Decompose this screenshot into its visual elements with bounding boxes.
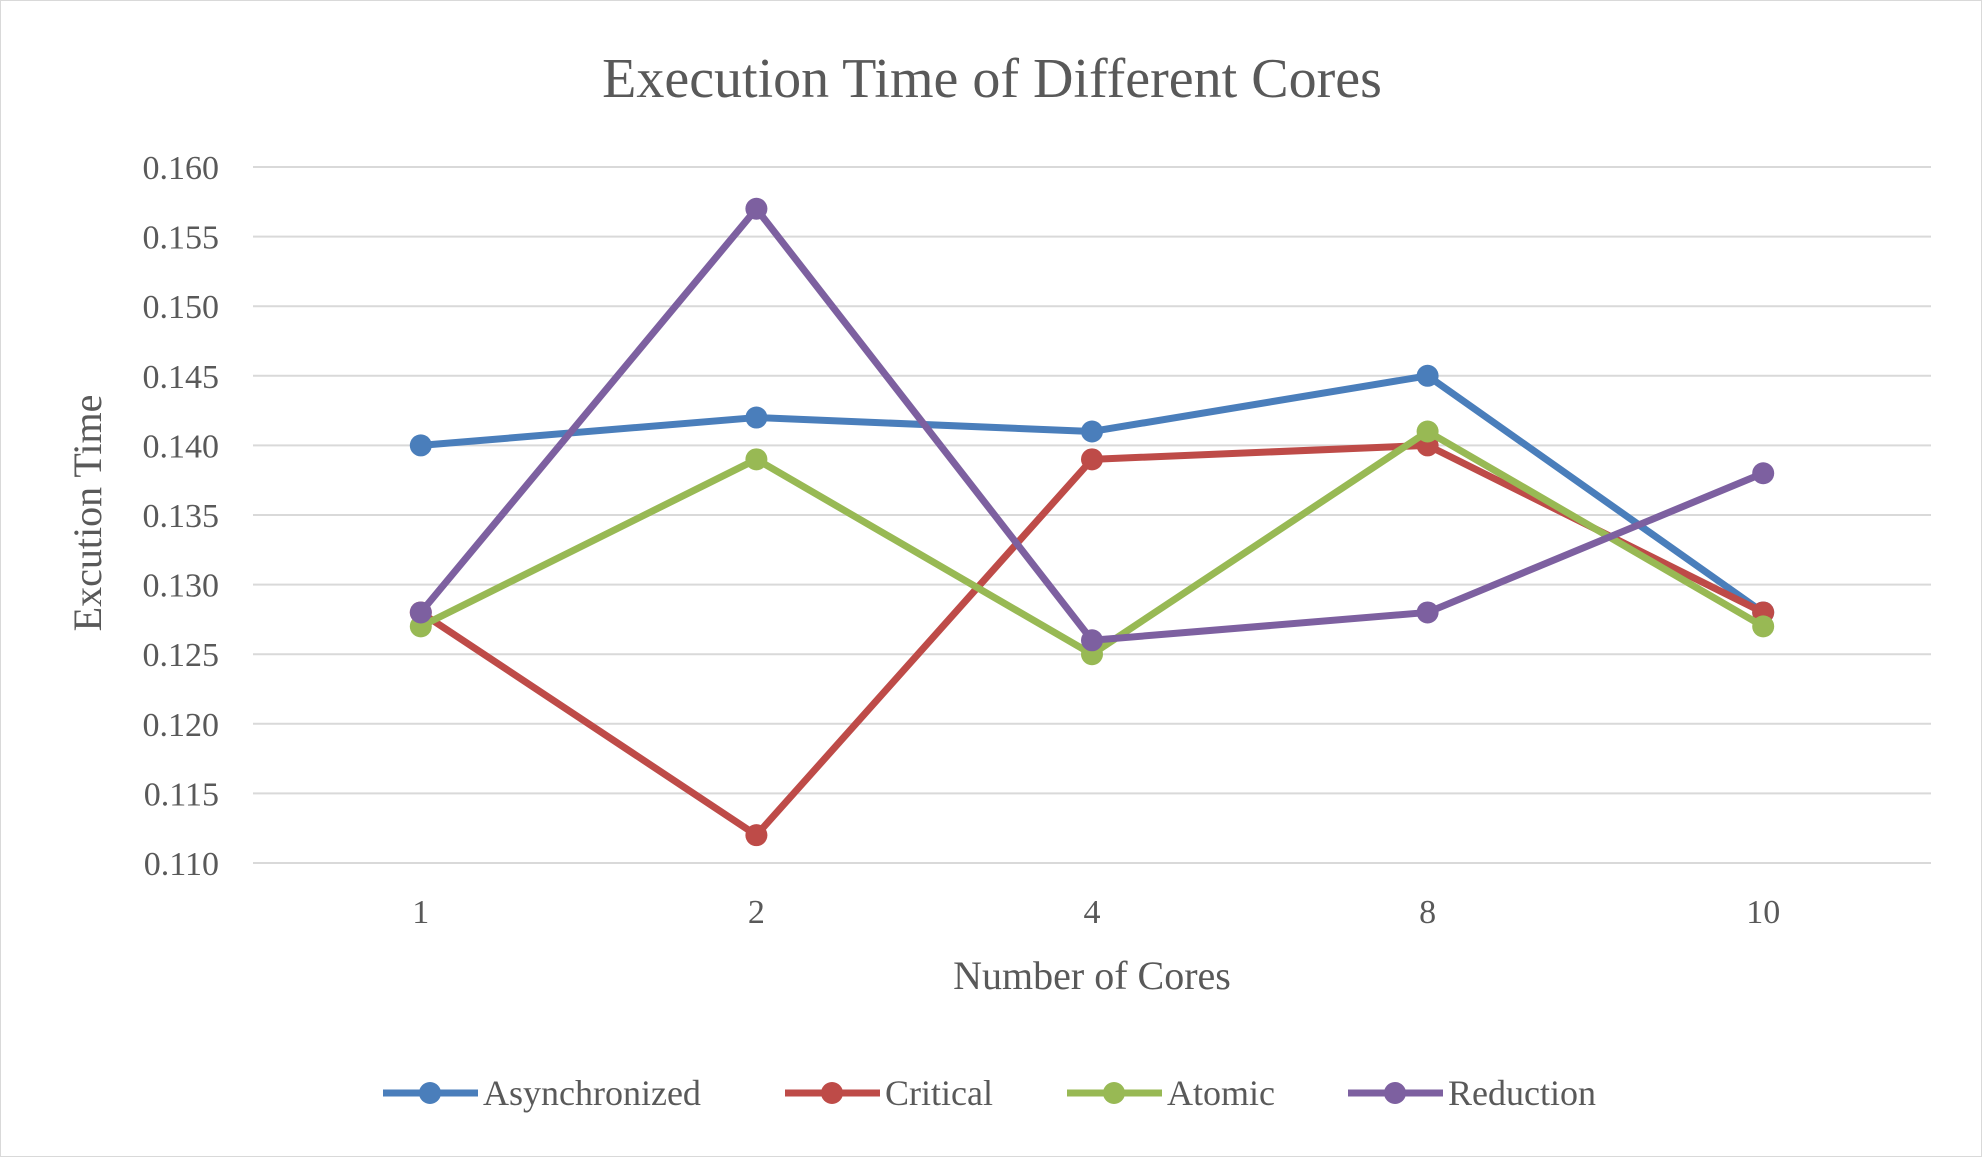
data-point bbox=[1416, 601, 1439, 624]
y-tick-label: 0.125 bbox=[143, 637, 220, 674]
legend-item: Reduction bbox=[1348, 1073, 1596, 1113]
y-tick-label: 0.120 bbox=[143, 707, 220, 744]
y-tick-label: 0.115 bbox=[144, 776, 219, 813]
data-point bbox=[745, 406, 768, 429]
data-point bbox=[1081, 629, 1103, 652]
x-tick-label: 2 bbox=[748, 894, 765, 931]
y-tick-label: 0.155 bbox=[143, 220, 220, 257]
x-axis-title: Number of Cores bbox=[953, 953, 1231, 998]
data-point bbox=[409, 601, 432, 624]
y-axis-ticks: 0.110 0.115 0.120 0.125 0.130 0.135 0.140 0.145… bbox=[143, 150, 220, 883]
data-point bbox=[745, 448, 768, 471]
y-axis-title: Excution Time bbox=[65, 395, 110, 632]
data-point bbox=[1416, 420, 1439, 443]
series-line bbox=[417, 372, 1767, 616]
data-point bbox=[745, 197, 768, 220]
y-tick-label: 0.150 bbox=[143, 289, 220, 326]
series-lines bbox=[409, 197, 1775, 847]
series-atomic bbox=[409, 420, 1775, 666]
x-tick-label: 8 bbox=[1419, 894, 1436, 931]
legend-label: Critical bbox=[885, 1073, 993, 1113]
y-tick-label: 0.140 bbox=[143, 428, 220, 465]
data-point bbox=[1081, 448, 1103, 471]
y-tick-label: 0.145 bbox=[143, 359, 220, 396]
data-point bbox=[745, 824, 768, 847]
data-point bbox=[409, 434, 432, 457]
data-point bbox=[1081, 420, 1103, 443]
y-tick-label: 0.130 bbox=[143, 568, 220, 605]
legend-label: Atomic bbox=[1167, 1073, 1275, 1113]
legend-marker bbox=[821, 1082, 843, 1104]
legend-item: Atomic bbox=[1067, 1073, 1275, 1113]
legend-label: Reduction bbox=[1448, 1073, 1596, 1113]
series-reduction bbox=[409, 197, 1775, 652]
series-asynchronized bbox=[409, 364, 1775, 624]
gridlines bbox=[253, 166, 1931, 864]
x-tick-label: 4 bbox=[1084, 894, 1101, 931]
legend-item: Asynchronized bbox=[383, 1073, 701, 1113]
y-tick-label: 0.135 bbox=[143, 498, 220, 535]
data-point bbox=[1752, 462, 1775, 485]
y-tick-label: 0.110 bbox=[144, 846, 219, 883]
legend-item: Critical bbox=[785, 1073, 993, 1113]
y-tick-label: 0.160 bbox=[143, 150, 220, 187]
legend-marker bbox=[1384, 1082, 1406, 1104]
legend-label: Asynchronized bbox=[483, 1073, 701, 1113]
legend-marker bbox=[419, 1082, 441, 1104]
legend-marker bbox=[1103, 1082, 1125, 1104]
x-axis-ticks: 1 2 4 8 10 bbox=[412, 894, 1780, 931]
x-tick-label: 1 bbox=[412, 894, 429, 931]
chart-title: Execution Time of Different Cores bbox=[602, 48, 1382, 110]
data-point bbox=[1752, 615, 1775, 638]
x-tick-label: 10 bbox=[1746, 894, 1780, 931]
legend: Asynchronized Critical Atomic Reduction bbox=[383, 1073, 1596, 1113]
data-point bbox=[1416, 364, 1439, 387]
